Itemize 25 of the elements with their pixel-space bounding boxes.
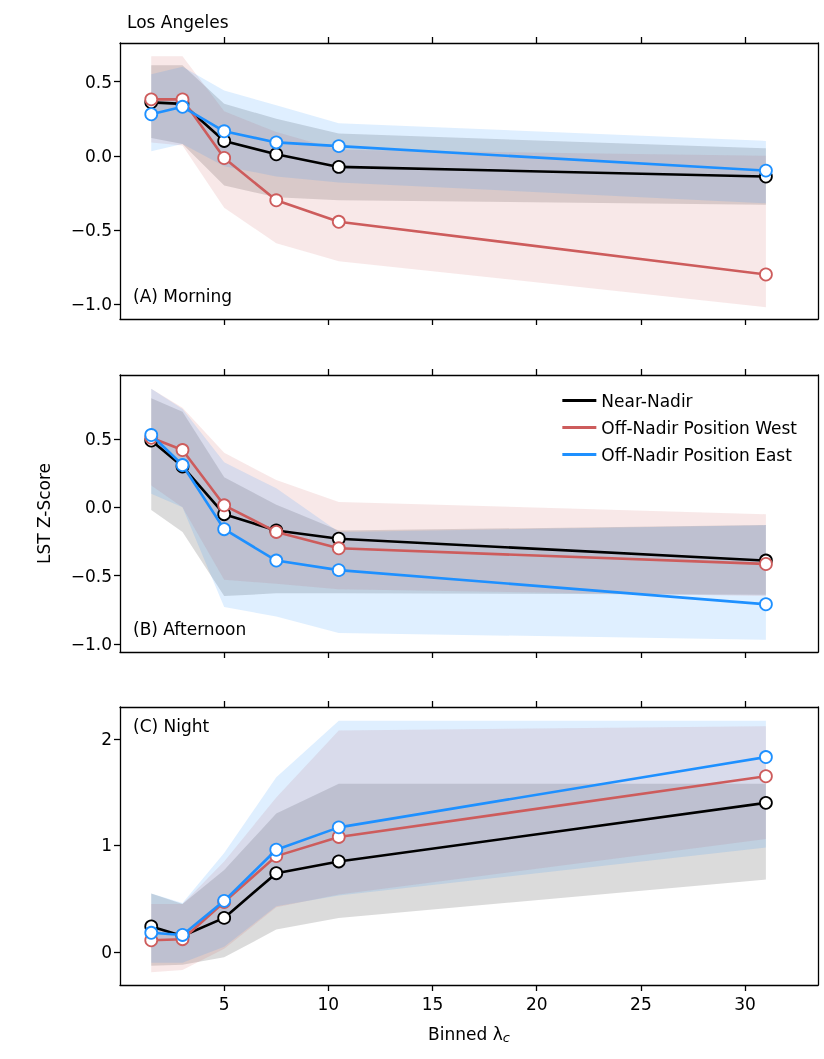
y-tick-label: 0.5 [84, 71, 112, 92]
y-tick-label: 1 [101, 835, 112, 856]
y-tick-label: −0.5 [70, 565, 112, 586]
x-tick-label: 20 [525, 993, 548, 1014]
y-tick-label: 0.0 [84, 497, 112, 518]
x-tick-label: 30 [734, 993, 756, 1014]
y-tick-label: 0.0 [84, 145, 112, 166]
y-axis-title: LST Z-Score [33, 462, 54, 565]
y-tick-label: 0.5 [84, 429, 112, 450]
annotation: (A) Morning [133, 285, 233, 306]
x-tick-label: 25 [630, 993, 652, 1014]
x-tick-label: 5 [218, 993, 230, 1014]
legend-label: Off-Nadir Position East [601, 444, 793, 465]
y-tick-label: −0.5 [70, 219, 112, 240]
chart-title: Los Angeles [127, 11, 229, 32]
y-tick-label: −1.0 [70, 633, 112, 654]
y-tick-label: 0 [101, 941, 112, 962]
y-tick-label: −1.0 [70, 294, 112, 315]
legend-label: Near-Nadir [601, 390, 693, 411]
annotation: (C) Night [133, 715, 210, 736]
x-tick-label: 15 [421, 993, 444, 1014]
y-tick-label: 2 [101, 728, 112, 749]
x-tick-label: 10 [317, 993, 340, 1014]
annotation: (B) Afternoon [133, 618, 247, 639]
legend-label: Off-Nadir Position West [601, 417, 798, 438]
